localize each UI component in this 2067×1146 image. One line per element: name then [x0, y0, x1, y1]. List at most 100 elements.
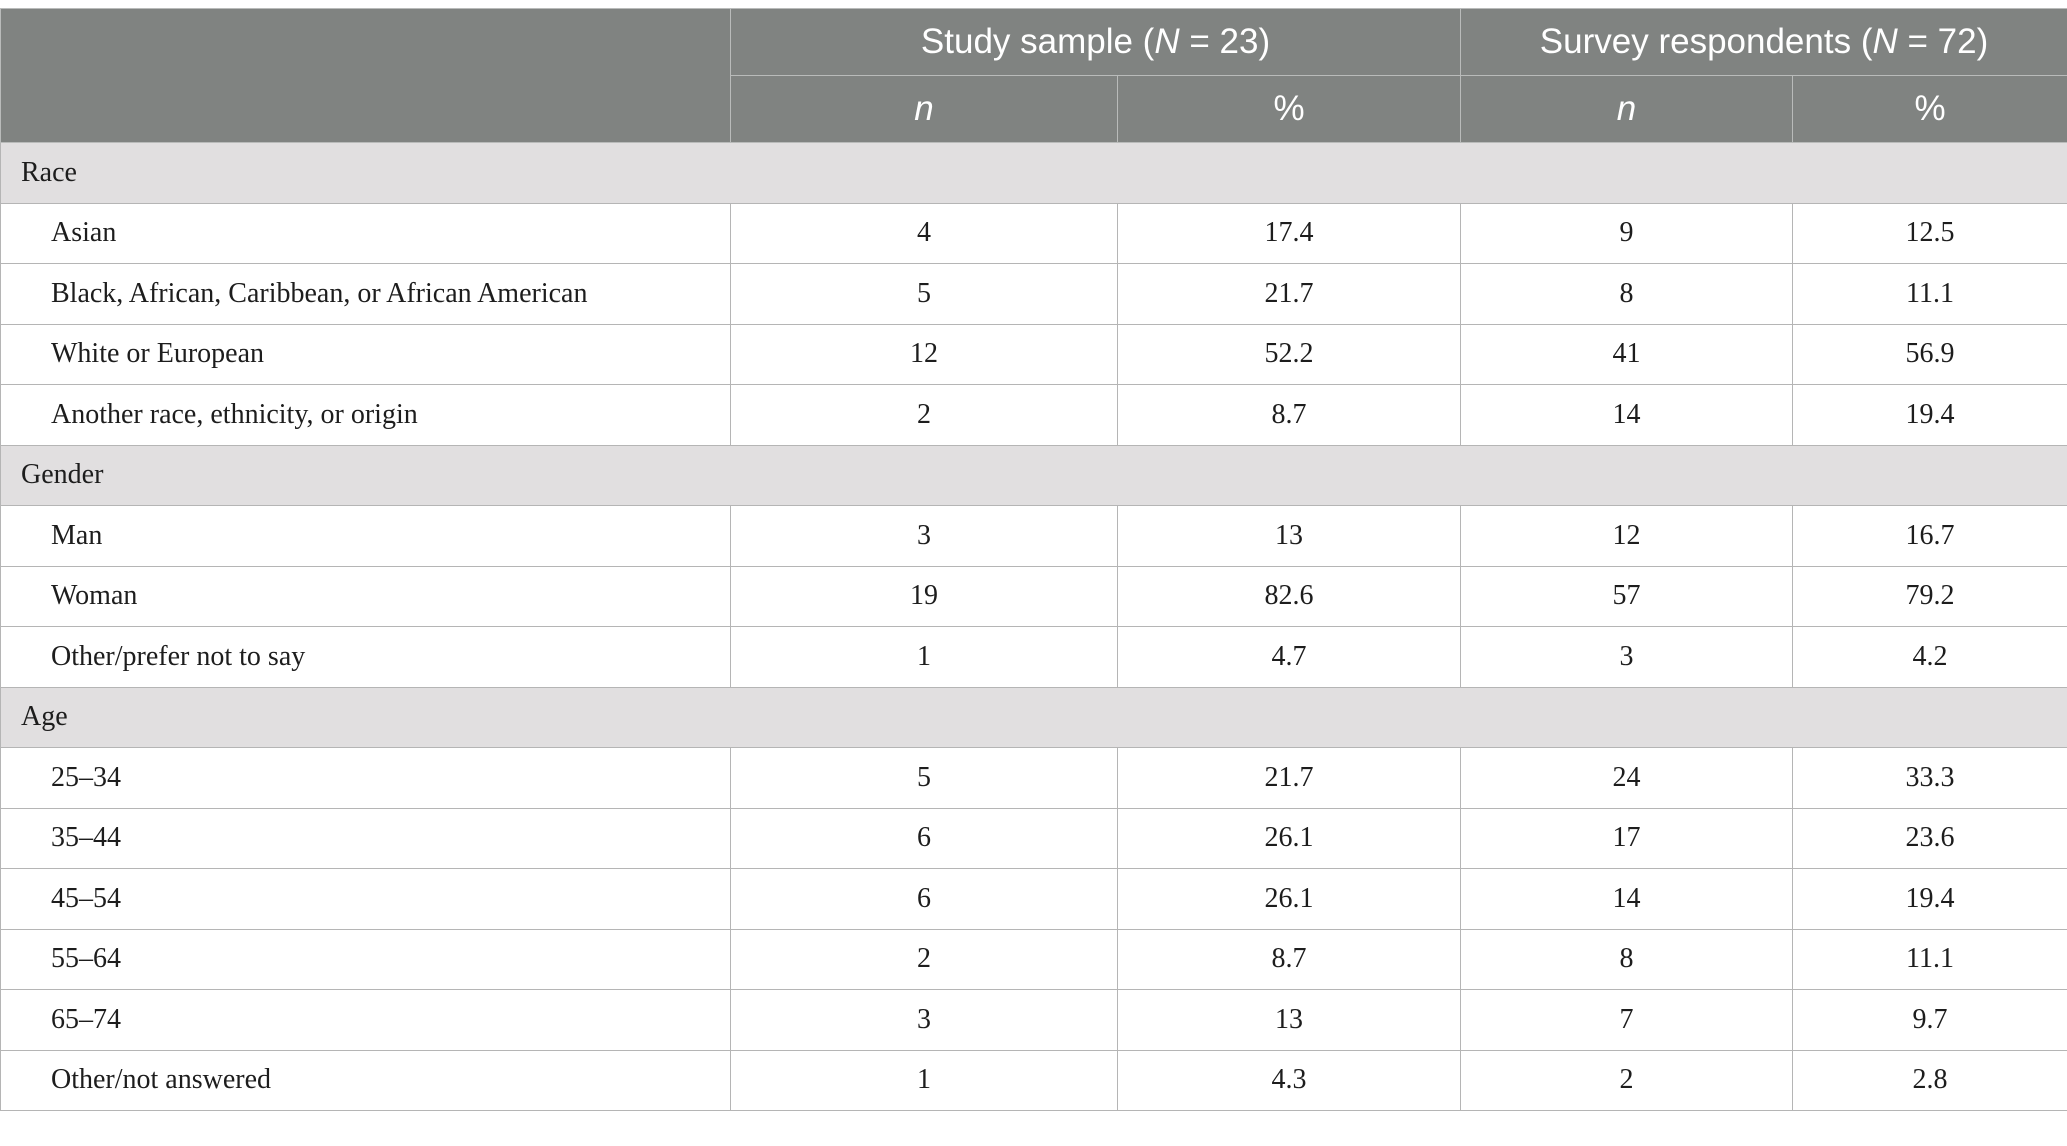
header-survey-respondents: Survey respondents (N = 72) [1460, 8, 2067, 76]
survey-percent-cell: 23.6 [1792, 807, 2067, 869]
survey-percent-cell: 16.7 [1792, 505, 2067, 567]
section-title: Age [0, 686, 2067, 748]
study-percent-cell: 8.7 [1116, 384, 1462, 446]
table-row: Other/prefer not to say 1 4.7 3 4.2 [0, 626, 2067, 688]
table-row: 35–44 6 26.1 17 23.6 [0, 807, 2067, 869]
row-label: 65–74 [0, 989, 731, 1051]
survey-n-cell: 8 [1460, 263, 1794, 325]
row-label: Black, African, Caribbean, or African Am… [0, 263, 731, 325]
survey-percent-cell: 11.1 [1792, 263, 2067, 325]
header-survey-respondents-n-symbol: N [1872, 22, 1898, 61]
header-survey-percent: % [1792, 75, 2067, 143]
survey-n-cell: 3 [1460, 626, 1794, 688]
survey-n-cell: 14 [1460, 868, 1794, 930]
study-percent-cell: 26.1 [1116, 868, 1462, 930]
table-row: Man 3 13 12 16.7 [0, 505, 2067, 567]
header-study-sample: Study sample (N = 23) [729, 8, 1462, 76]
study-n-cell: 5 [730, 747, 1118, 809]
survey-percent-cell: 19.4 [1792, 868, 2067, 930]
header-study-percent: % [1116, 75, 1462, 143]
table-row: Black, African, Caribbean, or African Am… [0, 263, 2067, 325]
survey-n-cell: 12 [1460, 505, 1794, 567]
study-n-cell: 19 [730, 565, 1118, 627]
table-row: Asian 4 17.4 9 12.5 [0, 202, 2067, 264]
row-label: 35–44 [0, 807, 731, 869]
study-percent-cell: 52.2 [1116, 323, 1462, 385]
survey-n-cell: 17 [1460, 807, 1794, 869]
study-percent-cell: 26.1 [1116, 807, 1462, 869]
row-label: Other/prefer not to say [0, 626, 731, 688]
header-survey-respondents-suffix: = 72) [1897, 22, 1989, 61]
row-label: 55–64 [0, 928, 731, 990]
survey-n-cell: 2 [1460, 1049, 1794, 1111]
header-survey-respondents-prefix: Survey respondents ( [1539, 22, 1873, 61]
section-row-race: Race [0, 142, 2067, 204]
study-n-cell: 2 [730, 928, 1118, 990]
survey-n-cell: 57 [1460, 565, 1794, 627]
section-row-gender: Gender [0, 444, 2067, 506]
study-n-cell: 3 [730, 989, 1118, 1051]
table-row: White or European 12 52.2 41 56.9 [0, 323, 2067, 385]
study-n-cell: 4 [730, 202, 1118, 264]
table-body: Race Asian 4 17.4 9 12.5 Black, African, Carib… [0, 142, 2067, 1111]
row-label: Woman [0, 565, 731, 627]
header-empty-cell [0, 8, 731, 143]
survey-n-cell: 9 [1460, 202, 1794, 264]
survey-percent-cell: 79.2 [1792, 565, 2067, 627]
section-title: Race [0, 142, 2067, 204]
header-row-subcolumns: n % n % [1, 75, 2067, 143]
study-n-cell: 6 [730, 868, 1118, 930]
section-title: Gender [0, 444, 2067, 506]
table-row: Other/not answered 1 4.3 2 2.8 [0, 1049, 2067, 1111]
study-percent-cell: 4.3 [1116, 1049, 1462, 1111]
survey-n-cell: 14 [1460, 384, 1794, 446]
table-header: Study sample (N = 23) Survey respondents… [0, 8, 2067, 143]
row-label: Asian [0, 202, 731, 264]
study-percent-cell: 21.7 [1116, 747, 1462, 809]
survey-percent-cell: 11.1 [1792, 928, 2067, 990]
survey-percent-cell: 19.4 [1792, 384, 2067, 446]
table-row: Woman 19 82.6 57 79.2 [0, 565, 2067, 627]
study-n-cell: 5 [730, 263, 1118, 325]
study-percent-cell: 17.4 [1116, 202, 1462, 264]
survey-n-cell: 7 [1460, 989, 1794, 1051]
survey-percent-cell: 4.2 [1792, 626, 2067, 688]
row-label: 25–34 [0, 747, 731, 809]
study-n-cell: 3 [730, 505, 1118, 567]
survey-n-cell: 24 [1460, 747, 1794, 809]
row-label: Man [0, 505, 731, 567]
demographics-table: Study sample (N = 23) Survey respondents… [0, 8, 2067, 1111]
table-row: 25–34 5 21.7 24 33.3 [0, 747, 2067, 809]
study-n-cell: 1 [730, 626, 1118, 688]
header-survey-n: n [1460, 75, 1794, 143]
header-study-sample-prefix: Study sample ( [920, 22, 1155, 61]
survey-percent-cell: 56.9 [1792, 323, 2067, 385]
table-row: 55–64 2 8.7 8 11.1 [0, 928, 2067, 990]
study-percent-cell: 82.6 [1116, 565, 1462, 627]
table-row: Another race, ethnicity, or origin 2 8.7 14… [0, 384, 2067, 446]
study-percent-cell: 13 [1116, 989, 1462, 1051]
header-study-sample-suffix: = 23) [1179, 22, 1271, 61]
study-percent-cell: 4.7 [1116, 626, 1462, 688]
header-study-sample-n-symbol: N [1154, 22, 1180, 61]
study-n-cell: 1 [730, 1049, 1118, 1111]
survey-n-cell: 41 [1460, 323, 1794, 385]
survey-n-cell: 8 [1460, 928, 1794, 990]
table-row: 45–54 6 26.1 14 19.4 [0, 868, 2067, 930]
header-study-n: n [730, 75, 1118, 143]
study-percent-cell: 21.7 [1116, 263, 1462, 325]
study-n-cell: 6 [730, 807, 1118, 869]
section-row-age: Age [0, 686, 2067, 748]
row-label: Another race, ethnicity, or origin [0, 384, 731, 446]
survey-percent-cell: 2.8 [1792, 1049, 2067, 1111]
row-label: Other/not answered [0, 1049, 731, 1111]
table-row: 65–74 3 13 7 9.7 [0, 989, 2067, 1051]
study-percent-cell: 13 [1116, 505, 1462, 567]
study-n-cell: 12 [730, 323, 1118, 385]
study-n-cell: 2 [730, 384, 1118, 446]
survey-percent-cell: 33.3 [1792, 747, 2067, 809]
survey-percent-cell: 9.7 [1792, 989, 2067, 1051]
row-label: 45–54 [0, 868, 731, 930]
header-row-groups: Study sample (N = 23) Survey respondents… [0, 8, 2067, 143]
demographics-table-container: Study sample (N = 23) Survey respondents… [0, 8, 2067, 1111]
